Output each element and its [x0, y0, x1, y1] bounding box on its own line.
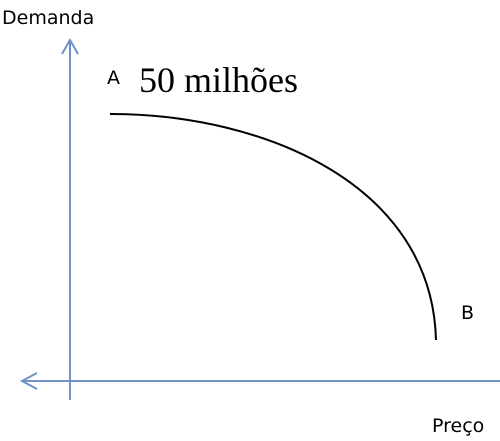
point-label: A: [107, 67, 120, 89]
curve: [109, 113, 437, 341]
y-axis-label: Demanda: [2, 7, 94, 29]
x-axis-arrow: [19, 372, 38, 390]
annotation: 50 milhões: [139, 60, 298, 100]
y-axis-arrow: [61, 37, 79, 55]
point-label: B: [461, 302, 474, 324]
x-axis-label: Preço: [432, 415, 484, 437]
